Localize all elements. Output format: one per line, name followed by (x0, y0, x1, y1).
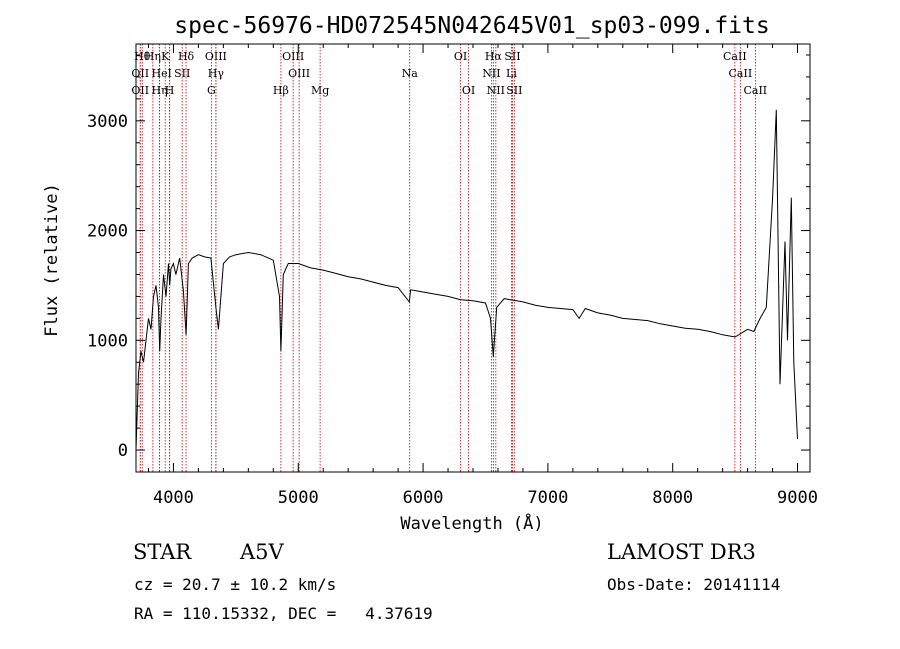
line-label: Hδ (178, 50, 195, 63)
line-label: Na (402, 67, 419, 80)
redshift-cz: cz = 20.7 ± 10.2 km/s (134, 575, 337, 594)
emission-line-markers (139, 44, 756, 472)
line-label: Li (506, 67, 517, 80)
y-axis-label: Flux (relative) (42, 183, 62, 337)
line-label: OII (131, 84, 149, 97)
observation-date: Obs-Date: 20141114 (607, 575, 781, 594)
line-label: OIII (288, 67, 310, 80)
line-label: Hη (151, 84, 167, 97)
line-label: SII (504, 50, 520, 63)
x-tick-label: 4000 (153, 488, 194, 508)
line-label: He (152, 67, 168, 80)
x-tick-label: 5000 (278, 488, 319, 508)
line-label: H (165, 84, 175, 97)
line-label: Hγ (208, 67, 225, 80)
x-tick-label: 7000 (527, 488, 568, 508)
y-tick-label: 2000 (87, 222, 128, 242)
line-label: OIII (282, 50, 304, 63)
line-label: NII (487, 84, 505, 97)
line-label: OI (454, 50, 467, 63)
x-tick-label: 8000 (652, 488, 693, 508)
ra-dec-coordinates: RA = 110.15332, DEC = 4.37619 (134, 604, 433, 623)
object-subclass: A5V (240, 540, 284, 564)
line-label: CaII (729, 67, 753, 80)
line-label: Hα (485, 50, 503, 63)
line-label: OIII (205, 50, 227, 63)
x-axis-label: Wavelength (Å) (400, 512, 543, 534)
y-tick-label: 0 (118, 441, 128, 461)
spectrum-line (135, 109, 798, 451)
line-label: I (168, 67, 172, 80)
chart-title: spec-56976-HD072545N042645V01_sp03-099.f… (174, 13, 769, 39)
line-label: Mg (311, 84, 329, 97)
line-label: SII (174, 67, 190, 80)
y-tick-label: 1000 (87, 331, 128, 351)
line-label: Hη (145, 50, 161, 63)
y-tick-label: 3000 (87, 112, 128, 132)
object-class: STAR (133, 540, 192, 564)
line-label: Hθ (134, 50, 151, 63)
line-label: Hβ (273, 84, 289, 97)
x-tick-label: 9000 (777, 488, 818, 508)
line-label: OI (462, 84, 475, 97)
line-label: SII (506, 84, 522, 97)
x-tick-label: 6000 (403, 488, 444, 508)
y-axis-ticks: 0 1000 2000 3000 (87, 54, 810, 473)
line-label: G (207, 84, 216, 97)
line-label: CaII (723, 50, 747, 63)
plot-frame (135, 43, 811, 473)
x-axis-ticks: 4000 5000 6000 7000 8000 9000 (147, 44, 818, 508)
line-label: OII (131, 67, 149, 80)
line-label: K (161, 50, 170, 63)
line-label: CaII (743, 84, 767, 97)
survey-name: LAMOST DR3 (607, 540, 756, 564)
line-label: NII (482, 67, 500, 80)
